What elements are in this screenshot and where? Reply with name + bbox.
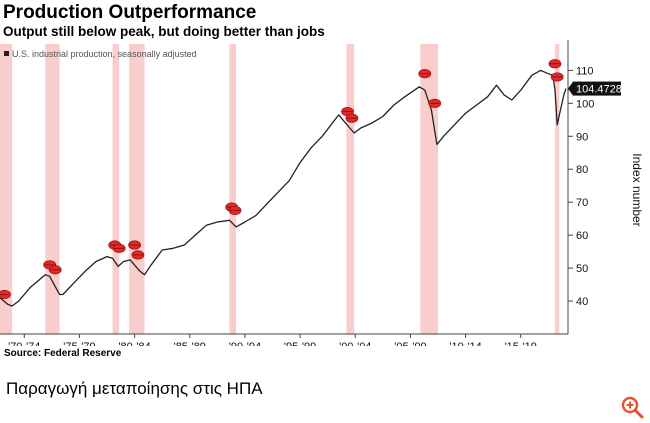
x-tick-label: '95-'99	[284, 341, 316, 346]
svg-text:104.4728: 104.4728	[576, 84, 622, 96]
series-line	[0, 69, 567, 307]
chart-subtitle: Output still below peak, but doing bette…	[3, 24, 325, 39]
recession-band	[346, 44, 355, 334]
y-tick-label: 70	[576, 197, 588, 209]
source-note: Source: Federal Reserve	[4, 348, 122, 359]
tick-labels: 40 50 60 70 80 90 100 110 '70-'74 '75-'79 '80-'84 '…	[4, 49, 644, 346]
recession-band	[112, 44, 120, 334]
marker-point	[112, 243, 126, 253]
last-value-label: 104.4728	[568, 81, 622, 96]
marker-point	[345, 113, 359, 123]
marker-point	[550, 72, 564, 82]
marker-point	[428, 98, 442, 108]
y-tick-label: 100	[576, 98, 594, 110]
marker-point	[418, 69, 432, 79]
x-tick-label: '70-'74	[8, 341, 40, 346]
x-tick-label: '00-'04	[339, 341, 371, 346]
series-layer	[0, 69, 567, 307]
recession-band	[129, 44, 145, 334]
marker-point	[128, 240, 142, 250]
x-tick-label: '85-'89	[174, 341, 206, 346]
axes	[0, 40, 573, 338]
shaded-periods	[0, 44, 560, 334]
y-tick-label: 90	[576, 131, 588, 143]
legend-swatch	[4, 51, 9, 56]
y-tick-label: 40	[576, 296, 588, 308]
x-tick-label: '05-'09	[394, 341, 426, 346]
x-tick-label: '80-'84	[118, 341, 150, 346]
marker-point	[48, 265, 62, 275]
marker-point	[228, 205, 242, 216]
x-tick-label: '15-'19	[505, 341, 537, 346]
y-tick-label: 110	[576, 65, 594, 77]
recession-band	[420, 44, 439, 334]
x-tick-label: '10-'14	[449, 341, 481, 346]
line-chart: 40 50 60 70 80 90 100 110 '70-'74 '75-'79 '80-'84 '…	[0, 40, 644, 346]
recession-band	[554, 44, 560, 334]
caption: Παραγωγή μεταποίησης στις ΗΠΑ	[6, 379, 263, 398]
legend-entry: U.S. industrial production, seasonally a…	[12, 49, 197, 59]
zoom-in-icon[interactable]	[620, 395, 644, 419]
recession-band	[0, 44, 13, 334]
marker-point	[131, 250, 145, 260]
y-tick-label: 60	[576, 230, 588, 242]
marker-point	[0, 289, 11, 300]
chart-title: Production Outperformance	[3, 2, 257, 23]
y-tick-label: 50	[576, 263, 588, 275]
markers	[0, 59, 564, 300]
y-tick-label: 80	[576, 164, 588, 176]
recession-band	[229, 44, 237, 334]
y-axis-title: Index number	[630, 153, 644, 226]
x-tick-label: '75-'79	[63, 341, 95, 346]
x-tick-label: '90-'94	[229, 341, 261, 346]
marker-point	[548, 59, 562, 69]
